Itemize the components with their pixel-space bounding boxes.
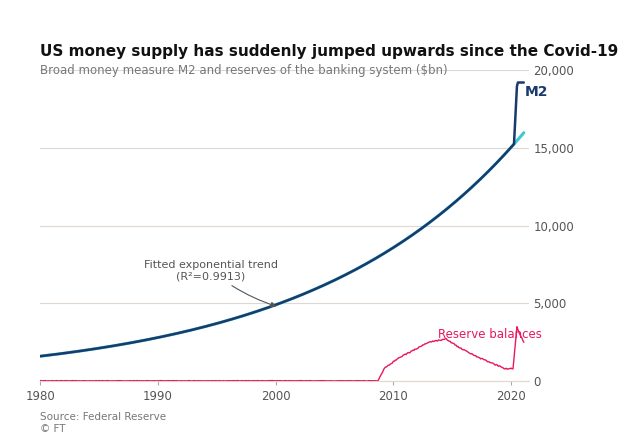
Text: M2: M2 — [525, 85, 549, 99]
Text: Source: Federal Reserve
© FT: Source: Federal Reserve © FT — [40, 412, 167, 434]
Text: Reserve balances: Reserve balances — [438, 328, 542, 341]
Text: Broad money measure M2 and reserves of the banking system ($bn): Broad money measure M2 and reserves of t… — [40, 64, 448, 77]
Text: US money supply has suddenly jumped upwards since the Covid-19 crisis: US money supply has suddenly jumped upwa… — [40, 44, 622, 59]
Text: Fitted exponential trend
(R²=0.9913): Fitted exponential trend (R²=0.9913) — [144, 260, 278, 307]
